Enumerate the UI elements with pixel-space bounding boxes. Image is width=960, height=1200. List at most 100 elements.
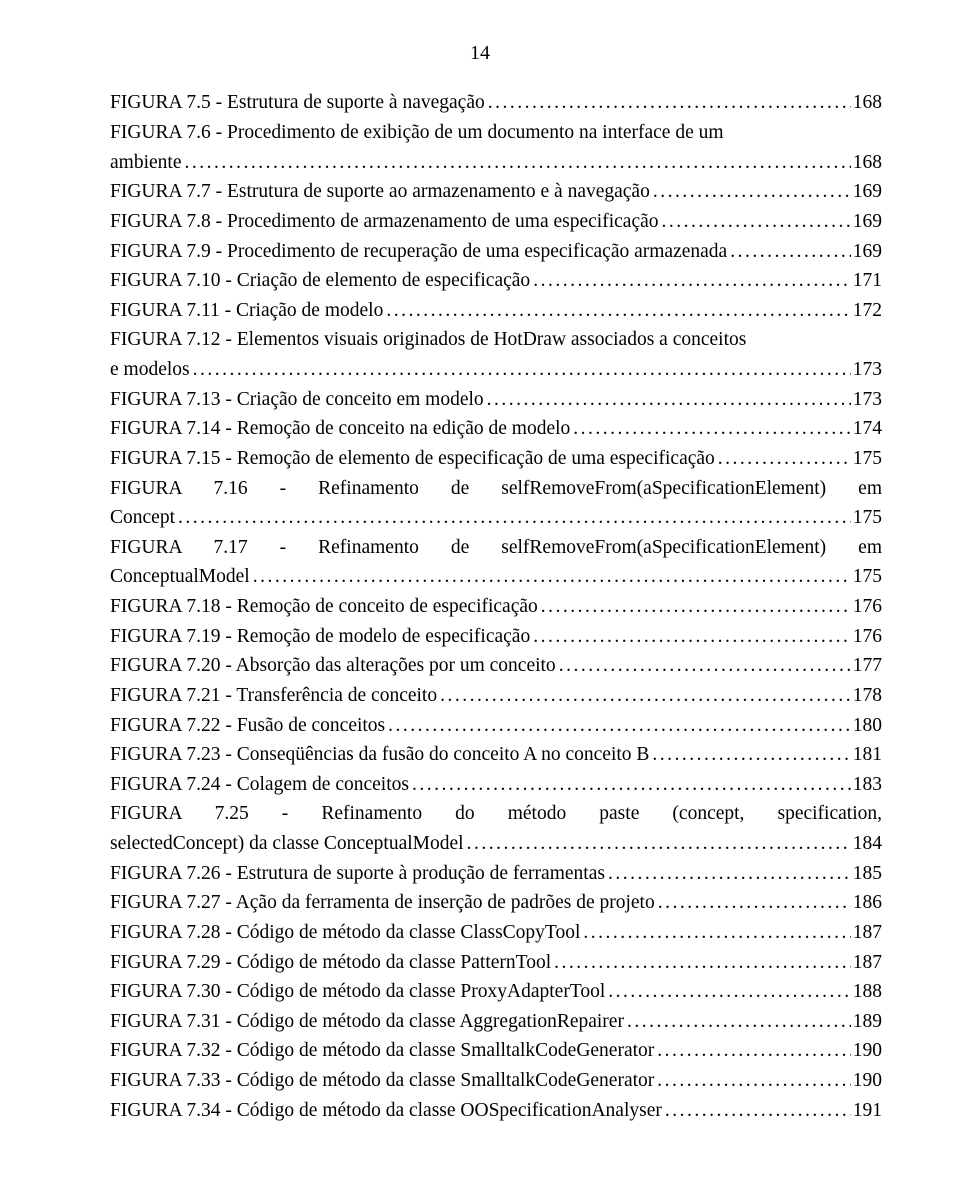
toc-entry-page: 172 xyxy=(851,296,882,326)
toc-entry: FIGURA 7.24 - Colagem de conceitos183 xyxy=(110,770,882,800)
toc-entry-text: FIGURA 7.25 - Refinamento do método past… xyxy=(110,803,882,824)
toc-leader-dots xyxy=(659,207,851,237)
toc-leader-dots xyxy=(538,592,851,622)
toc-leader-dots xyxy=(175,503,851,533)
toc-entry-text: FIGURA 7.28 - Código de método da classe… xyxy=(110,918,580,948)
toc-entry: FIGURA 7.19 - Remoção de modelo de espec… xyxy=(110,622,882,652)
toc-entry: FIGURA 7.21 - Transferência de conceito1… xyxy=(110,681,882,711)
toc-entry: FIGURA 7.5 - Estrutura de suporte à nave… xyxy=(110,88,882,118)
toc-entry: FIGURA 7.32 - Código de método da classe… xyxy=(110,1036,882,1066)
toc-entry: FIGURA 7.34 - Código de método da classe… xyxy=(110,1096,882,1126)
toc-entry-text: FIGURA 7.20 - Absorção das alterações po… xyxy=(110,651,556,681)
toc-entry-text: FIGURA 7.18 - Remoção de conceito de esp… xyxy=(110,592,538,622)
toc-entry-page: 174 xyxy=(851,414,882,444)
toc-entry-page: 187 xyxy=(851,948,882,978)
toc-entry-page: 177 xyxy=(851,651,882,681)
toc-entry-page: 187 xyxy=(851,918,882,948)
toc-leader-dots xyxy=(485,88,851,118)
toc-leader-dots xyxy=(181,148,850,178)
toc-entry-page: 191 xyxy=(851,1096,882,1126)
toc-entry: FIGURA 7.29 - Código de método da classe… xyxy=(110,948,882,978)
toc-leader-dots xyxy=(654,1036,850,1066)
toc-leader-dots xyxy=(464,829,851,859)
toc-entry: ambiente 168 xyxy=(110,148,882,178)
toc-entry-text: FIGURA 7.23 - Conseqüências da fusão do … xyxy=(110,740,649,770)
toc-entry-text: FIGURA 7.30 - Código de método da classe… xyxy=(110,977,605,1007)
toc-leader-dots xyxy=(580,918,850,948)
toc-entry: FIGURA 7.13 - Criação de conceito em mod… xyxy=(110,385,882,415)
toc-leader-dots xyxy=(624,1007,851,1037)
toc-entry-page: 175 xyxy=(851,444,882,474)
toc-entry-page: 169 xyxy=(851,177,882,207)
toc-leader-dots xyxy=(190,355,851,385)
toc-leader-dots xyxy=(655,888,851,918)
toc-entry: selectedConcept) da classe ConceptualMod… xyxy=(110,829,882,859)
toc-entry-text: FIGURA 7.19 - Remoção de modelo de espec… xyxy=(110,622,530,652)
page-number: 14 xyxy=(78,38,882,68)
toc-leader-dots xyxy=(530,266,851,296)
toc-entry-cont: selectedConcept) da classe ConceptualMod… xyxy=(110,829,464,859)
toc-entry: FIGURA 7.11 - Criação de modelo 172 xyxy=(110,296,882,326)
toc-entry-page: 176 xyxy=(851,622,882,652)
toc-entry: FIGURA 7.31 - Código de método da classe… xyxy=(110,1007,882,1037)
toc-entry-page: 175 xyxy=(851,503,882,533)
toc-entry: FIGURA 7.33 - Código de método da classe… xyxy=(110,1066,882,1096)
toc-entry-text: FIGURA 7.7 - Estrutura de suporte ao arm… xyxy=(110,177,650,207)
toc-entry-line1: FIGURA 7.17 - Refinamento de selfRemoveF… xyxy=(110,533,882,563)
toc-leader-dots xyxy=(383,296,850,326)
toc-entry-text: FIGURA 7.24 - Colagem de conceitos xyxy=(110,770,409,800)
toc-entry: FIGURA 7.8 - Procedimento de armazenamen… xyxy=(110,207,882,237)
toc-entry-text: FIGURA 7.13 - Criação de conceito em mod… xyxy=(110,385,484,415)
toc-leader-dots xyxy=(605,859,851,889)
toc-entry: FIGURA 7.27 - Ação da ferramenta de inse… xyxy=(110,888,882,918)
toc-entry-cont: e modelos xyxy=(110,355,190,385)
toc-entry-text: FIGURA 7.11 - Criação de modelo xyxy=(110,296,383,326)
toc-leader-dots xyxy=(662,1096,851,1126)
toc-entry-page: 168 xyxy=(851,148,882,178)
toc-leader-dots xyxy=(250,562,851,592)
toc-entry: FIGURA 7.28 - Código de método da classe… xyxy=(110,918,882,948)
toc-entry-text: FIGURA 7.17 - Refinamento de selfRemoveF… xyxy=(110,537,882,558)
toc-entry-page: 181 xyxy=(851,740,882,770)
toc-leader-dots xyxy=(649,740,850,770)
toc-entry-page: 169 xyxy=(851,207,882,237)
toc-entry: e modelos 173 xyxy=(110,355,882,385)
toc-leader-dots xyxy=(551,948,851,978)
toc-entry-page: 189 xyxy=(851,1007,882,1037)
toc-entry: FIGURA 7.23 - Conseqüências da fusão do … xyxy=(110,740,882,770)
toc-entry-text: FIGURA 7.5 - Estrutura de suporte à nave… xyxy=(110,88,485,118)
toc-entry-text: FIGURA 7.33 - Código de método da classe… xyxy=(110,1066,654,1096)
toc-entry: ConceptualModel175 xyxy=(110,562,882,592)
toc-entry: FIGURA 7.15 - Remoção de elemento de esp… xyxy=(110,444,882,474)
toc-leader-dots xyxy=(654,1066,850,1096)
toc-entry-page: 173 xyxy=(851,385,882,415)
toc-entry-text: FIGURA 7.16 - Refinamento de selfRemoveF… xyxy=(110,478,882,499)
toc-entry-text: FIGURA 7.15 - Remoção de elemento de esp… xyxy=(110,444,715,474)
toc-entry-page: 175 xyxy=(851,562,882,592)
toc-leader-dots xyxy=(484,385,851,415)
toc-leader-dots xyxy=(556,651,851,681)
toc-entry: FIGURA 7.18 - Remoção de conceito de esp… xyxy=(110,592,882,622)
toc-entry: FIGURA 7.22 - Fusão de conceitos 180 xyxy=(110,711,882,741)
toc-entry-text: FIGURA 7.34 - Código de método da classe… xyxy=(110,1096,662,1126)
toc-entry-text: FIGURA 7.12 - Elementos visuais originad… xyxy=(110,329,746,350)
toc-entry-page: 171 xyxy=(851,266,882,296)
toc-entry-cont: ambiente xyxy=(110,148,181,178)
toc-entry-text: FIGURA 7.22 - Fusão de conceitos xyxy=(110,711,385,741)
toc-entry-page: 173 xyxy=(851,355,882,385)
toc-entry: Concept175 xyxy=(110,503,882,533)
toc-entry-text: FIGURA 7.10 - Criação de elemento de esp… xyxy=(110,266,530,296)
toc-leader-dots xyxy=(727,237,851,267)
toc-entry-line1: FIGURA 7.25 - Refinamento do método past… xyxy=(110,799,882,829)
toc-entry-line1: FIGURA 7.16 - Refinamento de selfRemoveF… xyxy=(110,474,882,504)
toc-entry-text: FIGURA 7.6 - Procedimento de exibição de… xyxy=(110,122,724,143)
toc-entry-text: FIGURA 7.32 - Código de método da classe… xyxy=(110,1036,654,1066)
toc-leader-dots xyxy=(409,770,851,800)
toc-entry-page: 186 xyxy=(851,888,882,918)
toc-entry-page: 185 xyxy=(851,859,882,889)
toc-entry-line1: FIGURA 7.6 - Procedimento de exibição de… xyxy=(110,118,882,148)
toc-entry-page: 180 xyxy=(851,711,882,741)
toc-entry-page: 190 xyxy=(851,1066,882,1096)
toc-entry: FIGURA 7.10 - Criação de elemento de esp… xyxy=(110,266,882,296)
toc-entry: FIGURA 7.14 - Remoção de conceito na edi… xyxy=(110,414,882,444)
